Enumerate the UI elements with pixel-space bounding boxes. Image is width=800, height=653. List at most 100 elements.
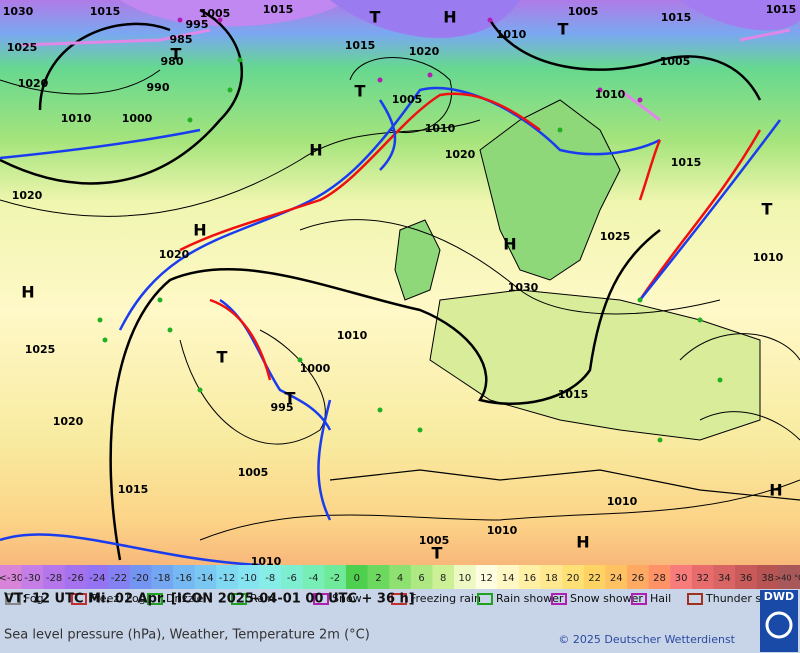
pressure-label: 1010 xyxy=(487,524,518,537)
pressure-label: 1005 xyxy=(392,93,423,106)
scale-swatch xyxy=(281,565,304,589)
pressure-label: 995 xyxy=(186,18,209,31)
pressure-label: 995 xyxy=(271,401,294,414)
temperature-scale: <-30 -30 -28 -26 -24 -22 -20 -18 -16 -14 -12 -10 -8-… xyxy=(0,565,800,589)
scale-swatch xyxy=(562,565,585,589)
pressure-label: 1030 xyxy=(508,281,539,294)
scale-label: 28 xyxy=(653,573,666,584)
isobar xyxy=(0,69,161,95)
pressure-label: 1015 xyxy=(90,5,121,18)
pressure-label: T xyxy=(432,544,443,563)
legend-icon xyxy=(687,593,703,605)
scale-swatch xyxy=(367,565,390,589)
pressure-label: T xyxy=(558,20,569,39)
pressure-label: H xyxy=(443,8,456,27)
scale-swatch xyxy=(627,565,650,589)
scale-label: -20 xyxy=(132,573,148,584)
pressure-label: 1015 xyxy=(671,156,702,169)
pressure-label: 1020 xyxy=(18,77,49,90)
pressure-label: T xyxy=(762,200,773,219)
scale-swatch xyxy=(324,565,347,589)
pressure-label: 1020 xyxy=(53,415,84,428)
scale-swatch xyxy=(129,565,152,589)
weather-symbols xyxy=(97,57,723,443)
scale-swatch xyxy=(713,565,736,589)
scale-swatch xyxy=(0,565,23,589)
scale-swatch xyxy=(172,565,196,589)
pressure-label: 1015 xyxy=(766,3,797,16)
occlusion xyxy=(19,28,791,122)
pressure-label: 1020 xyxy=(445,148,476,161)
scale-swatch xyxy=(410,565,433,589)
scale-label: 32 xyxy=(696,573,709,584)
scale-swatch xyxy=(735,565,758,589)
scale-label: -16 xyxy=(176,573,192,584)
scale-swatch xyxy=(518,565,542,589)
scale-swatch xyxy=(64,565,87,589)
scale-label: 10 xyxy=(458,573,471,584)
pressure-label: 1010 xyxy=(595,88,626,101)
scale-swatch xyxy=(540,565,563,589)
isobar xyxy=(299,219,721,315)
continent xyxy=(429,289,761,441)
british-isles xyxy=(394,219,441,301)
pressure-label: 1005 xyxy=(419,534,450,547)
scale-swatch xyxy=(302,565,325,589)
scale-swatch xyxy=(454,565,477,589)
weather-legend: Fog Freez. Fog Drizzle Rain Snow Freezing rai… xyxy=(5,592,787,605)
pressure-label: 1025 xyxy=(7,41,38,54)
pressure-label: H xyxy=(503,235,516,254)
legend-label: Drizzle xyxy=(166,592,204,605)
legend-icon xyxy=(631,593,647,605)
scale-label: 2 xyxy=(375,573,381,584)
pressure-label: 1025 xyxy=(600,230,631,243)
cold-front xyxy=(378,99,781,301)
scale-swatch xyxy=(345,565,369,589)
scale-swatch xyxy=(756,565,779,589)
pressure-label: 1010 xyxy=(496,28,527,41)
pressure-label: 1010 xyxy=(425,122,456,135)
warm-front xyxy=(179,92,762,381)
scale-swatch xyxy=(583,565,606,589)
legend-label: Freezing rain xyxy=(410,592,481,605)
scale-label: 0 xyxy=(354,573,360,584)
pressure-label: 1005 xyxy=(238,466,269,479)
scale-label: 22 xyxy=(588,573,601,584)
legend-label: Rain shower xyxy=(496,592,564,605)
weather-map: 1030 1015 1005 1015 T H 1005 1015 1015 1025 995 985… xyxy=(0,0,800,565)
isobar xyxy=(109,229,661,561)
scale-swatch xyxy=(778,565,800,589)
cold-area xyxy=(680,0,800,31)
pressure-label: 1015 xyxy=(118,483,149,496)
scale-swatch xyxy=(389,565,412,589)
pressure-label: 1010 xyxy=(607,495,638,508)
isobar xyxy=(38,22,171,111)
legend-label: Hail xyxy=(650,592,671,605)
cold-area xyxy=(330,0,520,38)
scale-label: 8 xyxy=(440,573,446,584)
scale-swatch xyxy=(151,565,174,589)
isobar xyxy=(349,57,453,134)
pressure-label: H xyxy=(193,221,206,240)
pressure-label: 1030 xyxy=(3,5,34,18)
legend-label: Snow xyxy=(332,592,362,605)
scale-swatch xyxy=(648,565,671,589)
isobar xyxy=(0,119,481,217)
scale-swatch xyxy=(86,565,109,589)
scale-label: -6 xyxy=(287,573,297,584)
pressure-label: 990 xyxy=(147,81,170,94)
pressure-label: T xyxy=(355,82,366,101)
legend-icon xyxy=(313,593,329,605)
cold-area xyxy=(120,0,350,27)
scale-label: 38 xyxy=(761,573,774,584)
scale-label: -14 xyxy=(197,573,213,584)
scale-label: 24 xyxy=(610,573,623,584)
legend-label: Snow shower xyxy=(570,592,643,605)
pressure-label: T xyxy=(217,348,228,367)
legend-area: <-30 -30 -28 -26 -24 -22 -20 -18 -16 -14 -12 -10 -8-… xyxy=(0,565,800,652)
legend-label: Fog xyxy=(24,592,44,605)
legend-icon xyxy=(5,593,21,605)
scale-label: -30 xyxy=(24,573,40,584)
pressure-label: 1010 xyxy=(61,112,92,125)
isobar xyxy=(199,479,800,541)
